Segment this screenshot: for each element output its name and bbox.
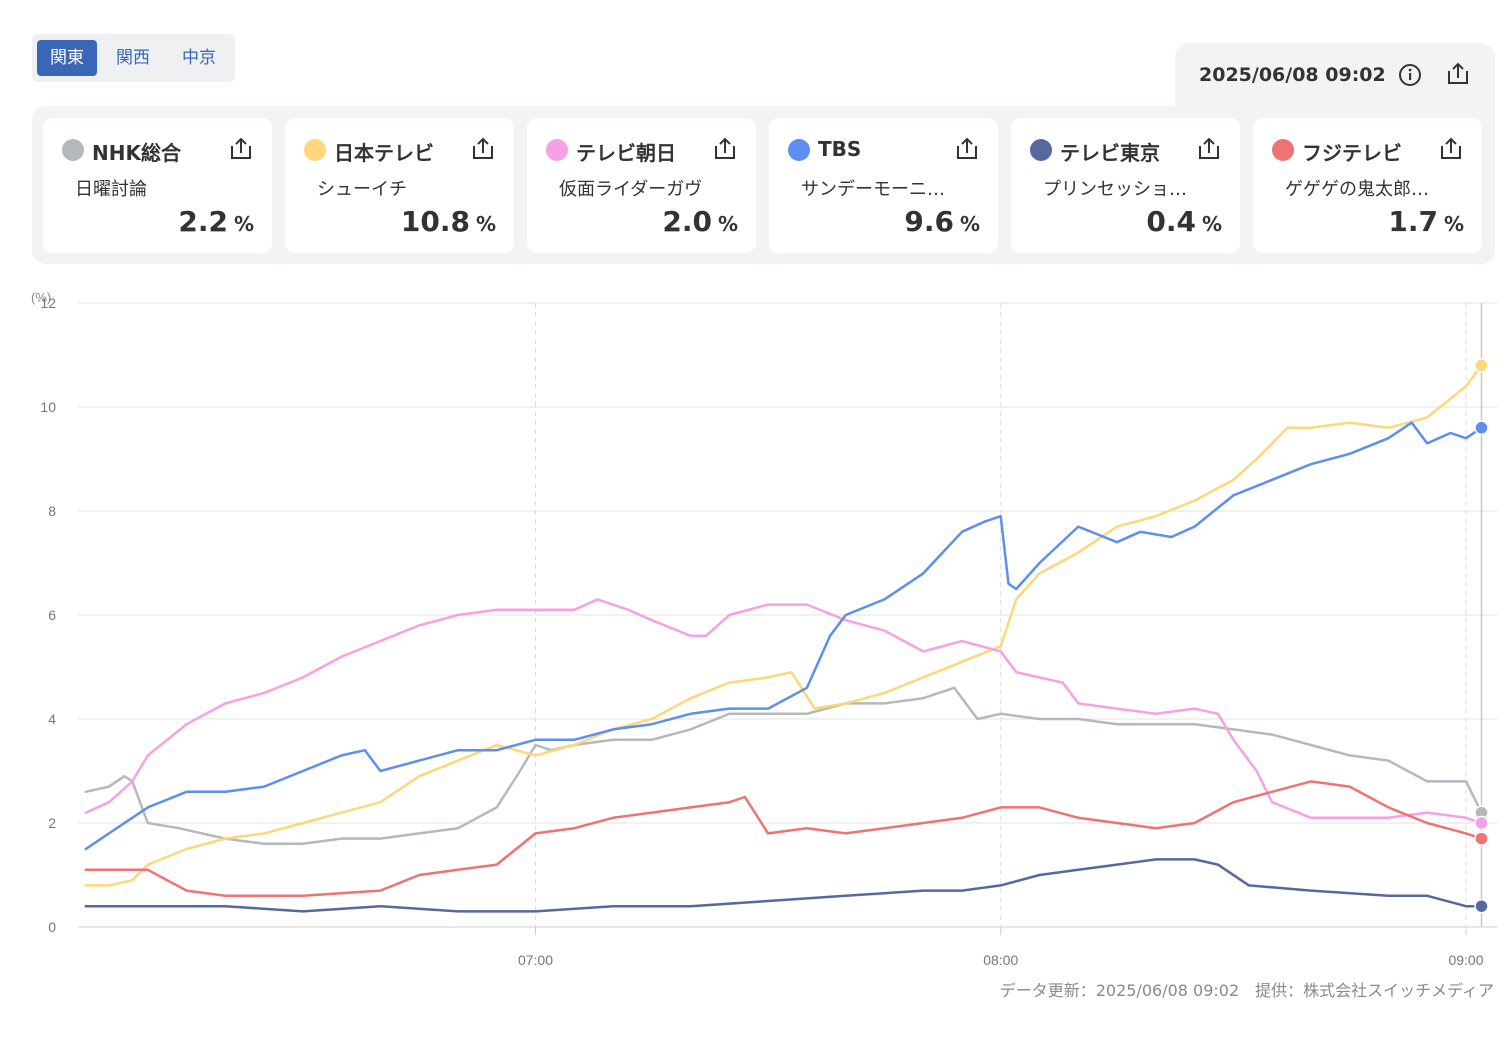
tab-chukyo[interactable]: 中京 [182,48,216,68]
program-title: 日曜討論 [75,179,147,200]
chart-grid: 0 2 4 6 8 10 12 07:00 08:00 09:00 [40,295,1497,968]
y-tick-label: 10 [40,399,56,415]
channel-name: 日本テレビ [334,141,434,165]
program-title: プリンセッショ… [1043,179,1187,200]
series-end-point-2 [1474,815,1489,831]
rating-value: 2.0% [662,205,738,238]
update-datetime: 2025/06/08 09:02 [1199,64,1386,86]
data-source-footer: データ更新：2025/06/08 09:02 提供：株式会社スイッチメディア [999,981,1494,1000]
share-icon[interactable] [228,136,254,166]
y-tick-label: 2 [48,815,56,831]
series-end-point-3 [1474,420,1489,436]
program-title: 仮面ライダーガヴ [559,179,703,200]
channel-name: フジテレビ [1302,141,1402,165]
share-icon[interactable] [954,136,980,166]
y-tick-label: 4 [48,711,56,727]
series-end-point-1 [1474,358,1489,373]
share-icon[interactable] [470,136,496,166]
y-tick-label: 6 [48,607,56,623]
y-tick-label: 8 [48,503,56,519]
channel-color-dot [1030,139,1052,161]
series-line-0 [84,686,1483,846]
y-tick-label: 0 [48,919,56,935]
channel-color-dot [1272,139,1294,161]
channel-name: NHK総合 [92,141,181,165]
tab-kanto[interactable]: 関東 [37,40,97,76]
share-icon[interactable] [712,136,738,166]
channel-card-tv-tokyo[interactable]: テレビ東京 プリンセッショ… 0.4% [1011,118,1240,253]
program-title: サンデーモーニ… [801,179,945,200]
rating-value: 10.8% [400,205,496,238]
share-icon[interactable] [1196,136,1222,166]
channel-card-tbs[interactable]: TBS サンデーモーニ… 9.6% [769,118,998,253]
date-bar: 2025/06/08 09:02 [1175,43,1495,107]
channel-card-fuji[interactable]: フジテレビ ゲゲゲの鬼太郎… 1.7% [1253,118,1482,253]
series-end-point-4 [1474,898,1489,914]
share-icon[interactable] [1445,61,1471,91]
region-tabs: 関東 関西 中京 [32,34,235,82]
info-icon[interactable] [1398,63,1422,91]
share-icon[interactable] [1438,136,1464,166]
rating-line-chart: (%) 0 2 4 6 8 10 12 07:00 08:00 09:00 [31,290,1497,968]
series-line-2 [84,598,1483,825]
channel-name: テレビ東京 [1060,141,1160,165]
x-tick-label: 08:00 [983,952,1018,968]
channel-color-dot [62,139,84,161]
rating-value: 2.2% [178,205,254,238]
channel-color-dot [788,139,810,161]
channel-name: テレビ朝日 [576,141,676,165]
series-end-point-5 [1474,831,1489,846]
rating-value: 0.4% [1146,205,1222,238]
tab-kansai[interactable]: 関西 [116,48,150,68]
channel-cards: NHK総合 日曜討論 2.2% 日本テレビ シューイチ 10.8% テレビ朝日 … [32,106,1495,264]
channel-card-nhk[interactable]: NHK総合 日曜討論 2.2% [43,118,272,253]
channel-color-dot [304,139,326,161]
channel-card-ntv[interactable]: 日本テレビ シューイチ 10.8% [285,118,514,253]
channel-color-dot [546,139,568,161]
program-title: シューイチ [317,179,407,200]
series-line-4 [84,858,1483,913]
program-title: ゲゲゲの鬼太郎… [1285,179,1429,200]
channel-name: TBS [818,137,862,161]
rating-value: 1.7% [1388,205,1464,238]
series-line-5 [84,780,1483,898]
y-axis-unit-label: (%) [31,290,51,305]
y-tick-label: 12 [40,295,56,311]
series-line-3 [84,421,1483,851]
channel-card-tv-asahi[interactable]: テレビ朝日 仮面ライダーガヴ 2.0% [527,118,756,253]
chart-series [84,364,1483,913]
x-tick-label: 09:00 [1448,952,1483,968]
series-line-1 [84,364,1483,887]
rating-value: 9.6% [904,205,980,238]
chart-end-markers [1474,358,1489,914]
x-tick-label: 07:00 [518,952,553,968]
